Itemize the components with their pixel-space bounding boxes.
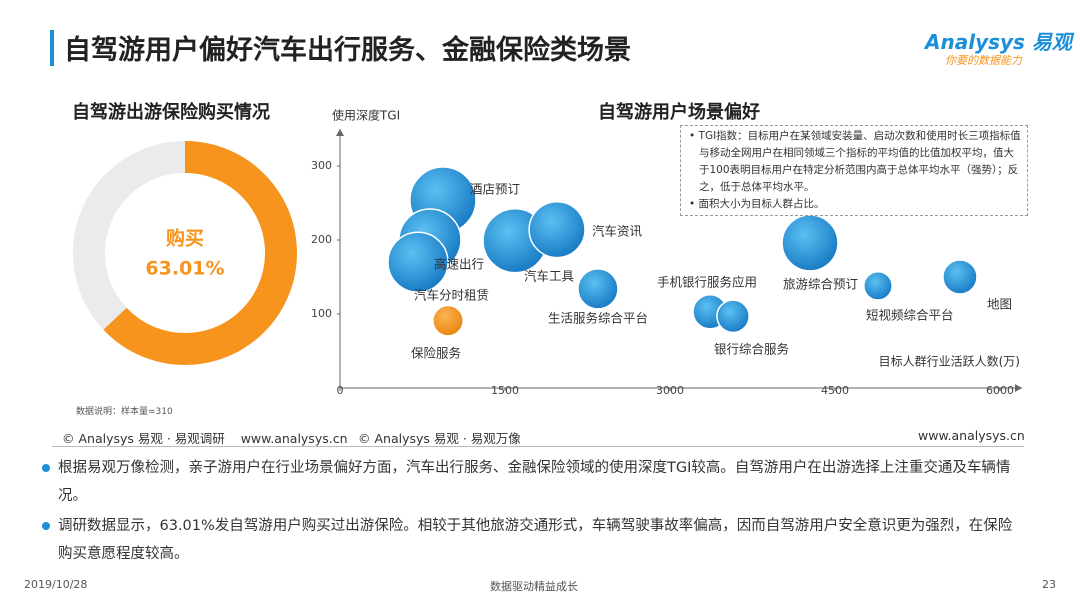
note: • TGI指数：目标用户在某领域安装量、启动次数和使用时长三项指标值与移动全网用… xyxy=(689,130,1021,193)
note-box: • TGI指数：目标用户在某领域安装量、启动次数和使用时长三项指标值与移动全网用… xyxy=(680,125,1028,216)
donut-segment xyxy=(73,141,186,330)
source-url: www.analysys.cn xyxy=(240,431,348,446)
x-axis-arrow xyxy=(1015,384,1022,392)
x-tick-label: 1500 xyxy=(491,384,519,397)
y-tick-label: 300 xyxy=(311,159,332,172)
bubble xyxy=(863,270,893,301)
note-text: 面积大小为目标人群占比。 xyxy=(698,198,825,210)
bullet: 调研数据显示，63.01%发自驾游用户购买过出游保险。相较于其他旅游交通形式，车… xyxy=(42,512,1018,568)
bubble xyxy=(432,304,464,337)
bubble-label: 旅游综合预订 xyxy=(783,277,858,292)
x-tick-label: 4500 xyxy=(821,384,849,397)
source-text: © Analysys 易观 · 易观调研 xyxy=(62,431,225,446)
bubble-label: 酒店预订 xyxy=(470,182,520,197)
bubble-label: 短视频综合平台 xyxy=(866,308,954,323)
note-text: TGI指数：目标用户在某领域安装量、启动次数和使用时长三项指标值与移动全网用户在… xyxy=(698,130,1021,193)
y-axis-arrow xyxy=(336,129,344,136)
x-tick-label: 0 xyxy=(337,384,344,397)
footer-center: 数据驱动精益成长 xyxy=(490,580,578,593)
bubble-label: 高速出行 xyxy=(434,257,484,272)
value-label: 63.01% xyxy=(145,258,224,280)
bubble-label: 保险服务 xyxy=(411,346,461,361)
slide-title: 自驾游用户偏好汽车出行服务、金融保险类场景 xyxy=(64,35,631,66)
source: © Analysys 易观 · 易观调研 www.analysys.cn xyxy=(62,428,348,447)
note: • 面积大小为目标人群占比。 xyxy=(689,198,825,210)
bubble-label: 汽车工具 xyxy=(524,269,575,284)
bubble-label: 汽车资讯 xyxy=(592,224,643,239)
bullet: 根据易观万像检测，亲子游用户在行业场景偏好方面，汽车出行服务、金融保险领域的使用… xyxy=(42,454,1018,510)
x-axis-title: 目标人群行业活跃人数(万) xyxy=(879,354,1020,369)
bubble-label: 汽车分时租赁 xyxy=(414,288,489,303)
bubble xyxy=(781,214,839,272)
source-url: www.analysys.cn xyxy=(918,428,1025,443)
x-tick-label: 6000 xyxy=(986,384,1014,397)
x-tick-label: 3000 xyxy=(656,384,684,397)
bubble-label: 地图 xyxy=(987,297,1012,312)
logo: Analysys 易观 xyxy=(925,30,1072,54)
bubble xyxy=(942,259,978,295)
bubble xyxy=(528,200,586,259)
bubble-label: 银行综合服务 xyxy=(714,342,789,357)
segment-label: 购买 xyxy=(166,227,204,250)
bubble xyxy=(716,299,750,334)
bubble-label: 手机银行服务应用 xyxy=(657,275,757,290)
bubble xyxy=(387,231,449,293)
y-axis-title: 使用深度TGI xyxy=(332,108,400,123)
y-tick-label: 100 xyxy=(311,307,332,320)
bubble-label: 生活服务综合平台 xyxy=(548,311,648,326)
slogan: 你要的数据能力 xyxy=(945,54,1022,67)
divider xyxy=(52,446,1024,447)
donut-segment xyxy=(103,141,297,365)
title-accent xyxy=(50,30,54,66)
donut-title: 自驾游出游保险购买情况 xyxy=(72,102,270,123)
page-number: 23 xyxy=(1042,578,1056,591)
donut-note: 数据说明：样本量=310 xyxy=(76,407,173,417)
footer-date: 2019/10/28 xyxy=(24,578,88,591)
source: © Analysys 易观 · 易观万像 xyxy=(358,431,521,446)
y-tick-label: 200 xyxy=(311,233,332,246)
bubble-title: 自驾游用户场景偏好 xyxy=(598,102,760,123)
bubble xyxy=(577,268,619,310)
